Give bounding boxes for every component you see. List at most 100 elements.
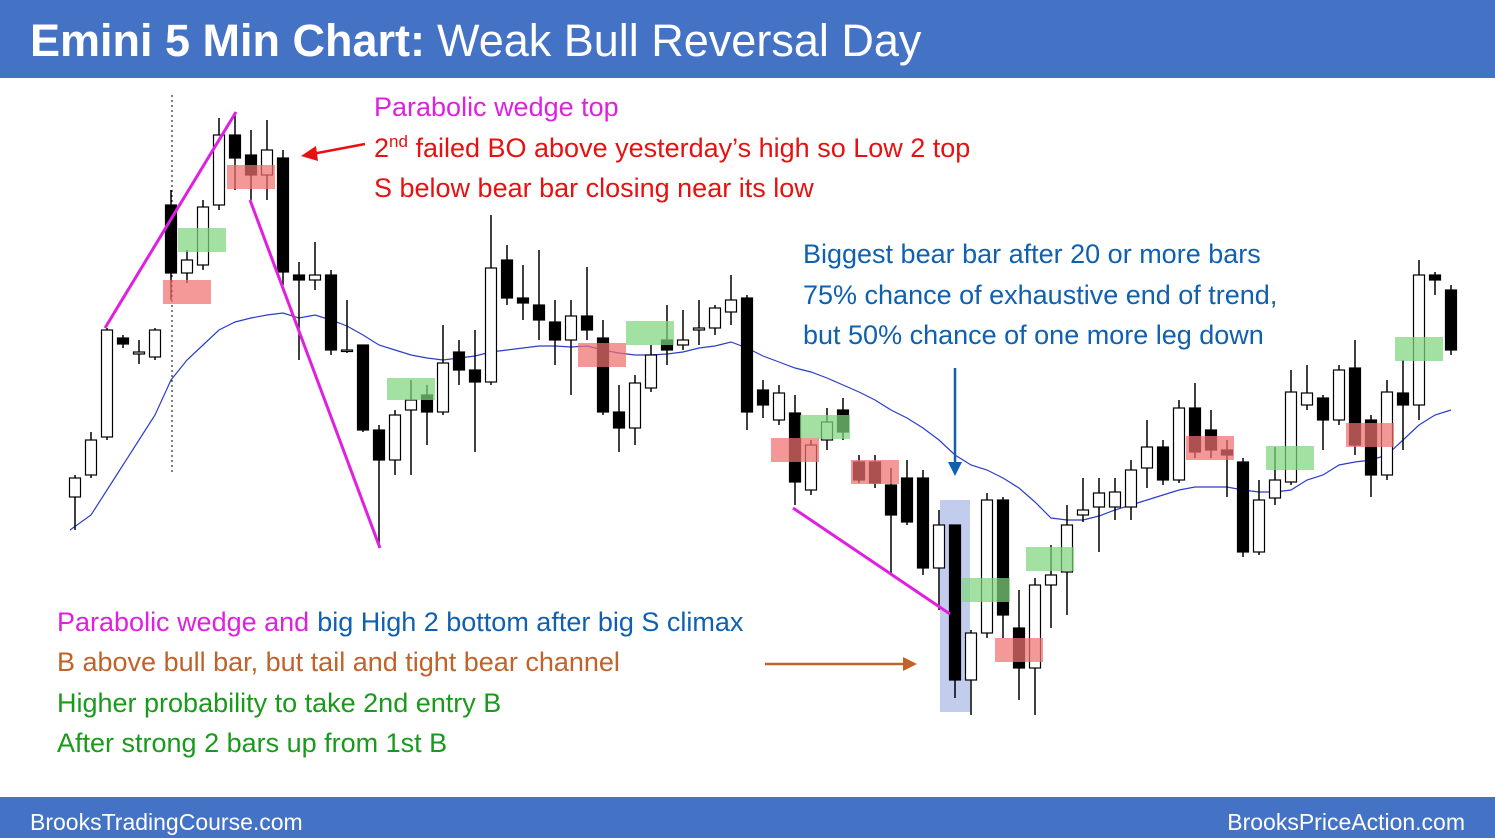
annotation: S below bear bar closing near its low <box>374 173 814 203</box>
bear-body <box>516 297 530 304</box>
bull-body <box>212 134 226 206</box>
annotation-part: Parabolic wedge and <box>57 607 309 637</box>
bear-body <box>596 337 610 413</box>
superscript: nd <box>389 132 408 151</box>
annotation: 2nd failed BO above yesterday’s high so … <box>374 132 970 163</box>
bear-body <box>1236 461 1250 553</box>
wedge-line <box>103 111 238 329</box>
wedge-line <box>248 199 382 549</box>
bear-body <box>452 351 466 371</box>
bear-body <box>948 524 962 681</box>
sell-box <box>851 460 899 484</box>
footer-right: BrooksPriceAction.com <box>1227 809 1465 835</box>
header-band <box>0 0 1495 78</box>
buy-box <box>962 578 1010 602</box>
bull-body <box>1332 369 1346 421</box>
bear-body <box>1364 419 1378 476</box>
bull-body <box>340 349 354 353</box>
buy-box <box>387 378 435 400</box>
bull-body <box>1172 407 1186 481</box>
buy-box <box>178 228 226 252</box>
bull-body <box>1092 492 1106 508</box>
sell-box <box>227 165 275 189</box>
bear-body <box>548 321 562 341</box>
arrow-head <box>301 146 318 161</box>
bull-body <box>1108 491 1122 508</box>
bull-body <box>180 259 194 274</box>
bull-body <box>68 477 82 498</box>
bull-body <box>132 351 146 355</box>
title-rest: Weak Bull Reversal Day <box>437 15 922 66</box>
bull-body <box>1300 392 1314 406</box>
bull-body <box>1124 469 1138 508</box>
bear-body <box>324 274 338 351</box>
annotation: Parabolic wedge and big High 2 bottom aft… <box>57 607 744 637</box>
buy-box <box>1395 337 1443 361</box>
sell-box <box>995 638 1043 662</box>
annotation: 75% chance of exhaustive end of trend, <box>803 280 1277 310</box>
ma-layer <box>69 312 1452 531</box>
bull-body <box>436 362 450 413</box>
bull-body <box>388 414 402 461</box>
bear-body <box>996 499 1010 616</box>
bear-body <box>468 369 482 383</box>
bull-body <box>692 327 706 331</box>
bear-body <box>500 259 514 299</box>
buy-box <box>1026 547 1074 571</box>
annotation: Biggest bear bar after 20 or more bars <box>803 239 1261 269</box>
footer-left: BrooksTradingCourse.com <box>30 809 303 835</box>
bull-body <box>308 274 322 281</box>
bear-body <box>1316 397 1330 421</box>
annotation: After strong 2 bars up from 1st B <box>57 728 447 758</box>
bull-body <box>676 339 690 346</box>
bull-body <box>964 632 978 681</box>
bear-body <box>900 477 914 523</box>
bull-body <box>484 267 498 383</box>
bear-body <box>756 389 770 406</box>
arrows <box>301 142 962 671</box>
bull-body <box>148 329 162 358</box>
bear-body <box>884 484 898 516</box>
sell-box <box>1186 436 1234 460</box>
moving-average <box>69 312 1452 531</box>
bull-body <box>404 399 418 411</box>
bull-body <box>84 439 98 476</box>
annotation: Higher probability to take 2nd entry B <box>57 688 501 718</box>
sell-box <box>771 438 819 462</box>
footer-band <box>0 797 1495 838</box>
wedge-lines <box>103 111 951 616</box>
bear-body <box>292 274 306 281</box>
wedge-line <box>792 506 951 616</box>
arrow-head <box>903 657 917 671</box>
bull-body <box>980 499 994 634</box>
bull-body <box>932 524 946 569</box>
bull-body <box>1252 499 1266 553</box>
bull-body <box>1028 584 1042 669</box>
sell-box <box>1346 423 1394 447</box>
bear-body <box>1156 446 1170 481</box>
sell-box <box>578 343 626 367</box>
bull-body <box>644 354 658 389</box>
arrow-head <box>948 462 962 476</box>
sell-box <box>163 280 211 304</box>
bull-body <box>708 307 722 329</box>
bull-body <box>1076 509 1090 516</box>
arrow-shaft <box>311 142 366 156</box>
title-bold: Emini 5 Min Chart: <box>30 15 425 66</box>
bear-body <box>116 337 130 345</box>
buy-box <box>800 415 850 439</box>
bull-body <box>724 299 738 313</box>
bear-body <box>164 204 178 274</box>
bear-body <box>228 134 242 159</box>
bear-body <box>612 411 626 429</box>
bull-body <box>1284 391 1298 483</box>
bull-body <box>564 315 578 341</box>
bear-body <box>356 344 370 431</box>
bull-body <box>100 329 114 438</box>
annotation-part: big High 2 bottom after big S climax <box>317 607 744 637</box>
bear-body <box>532 304 546 321</box>
bull-body <box>1268 479 1282 499</box>
bear-body <box>740 297 754 413</box>
bull-body <box>628 382 642 429</box>
